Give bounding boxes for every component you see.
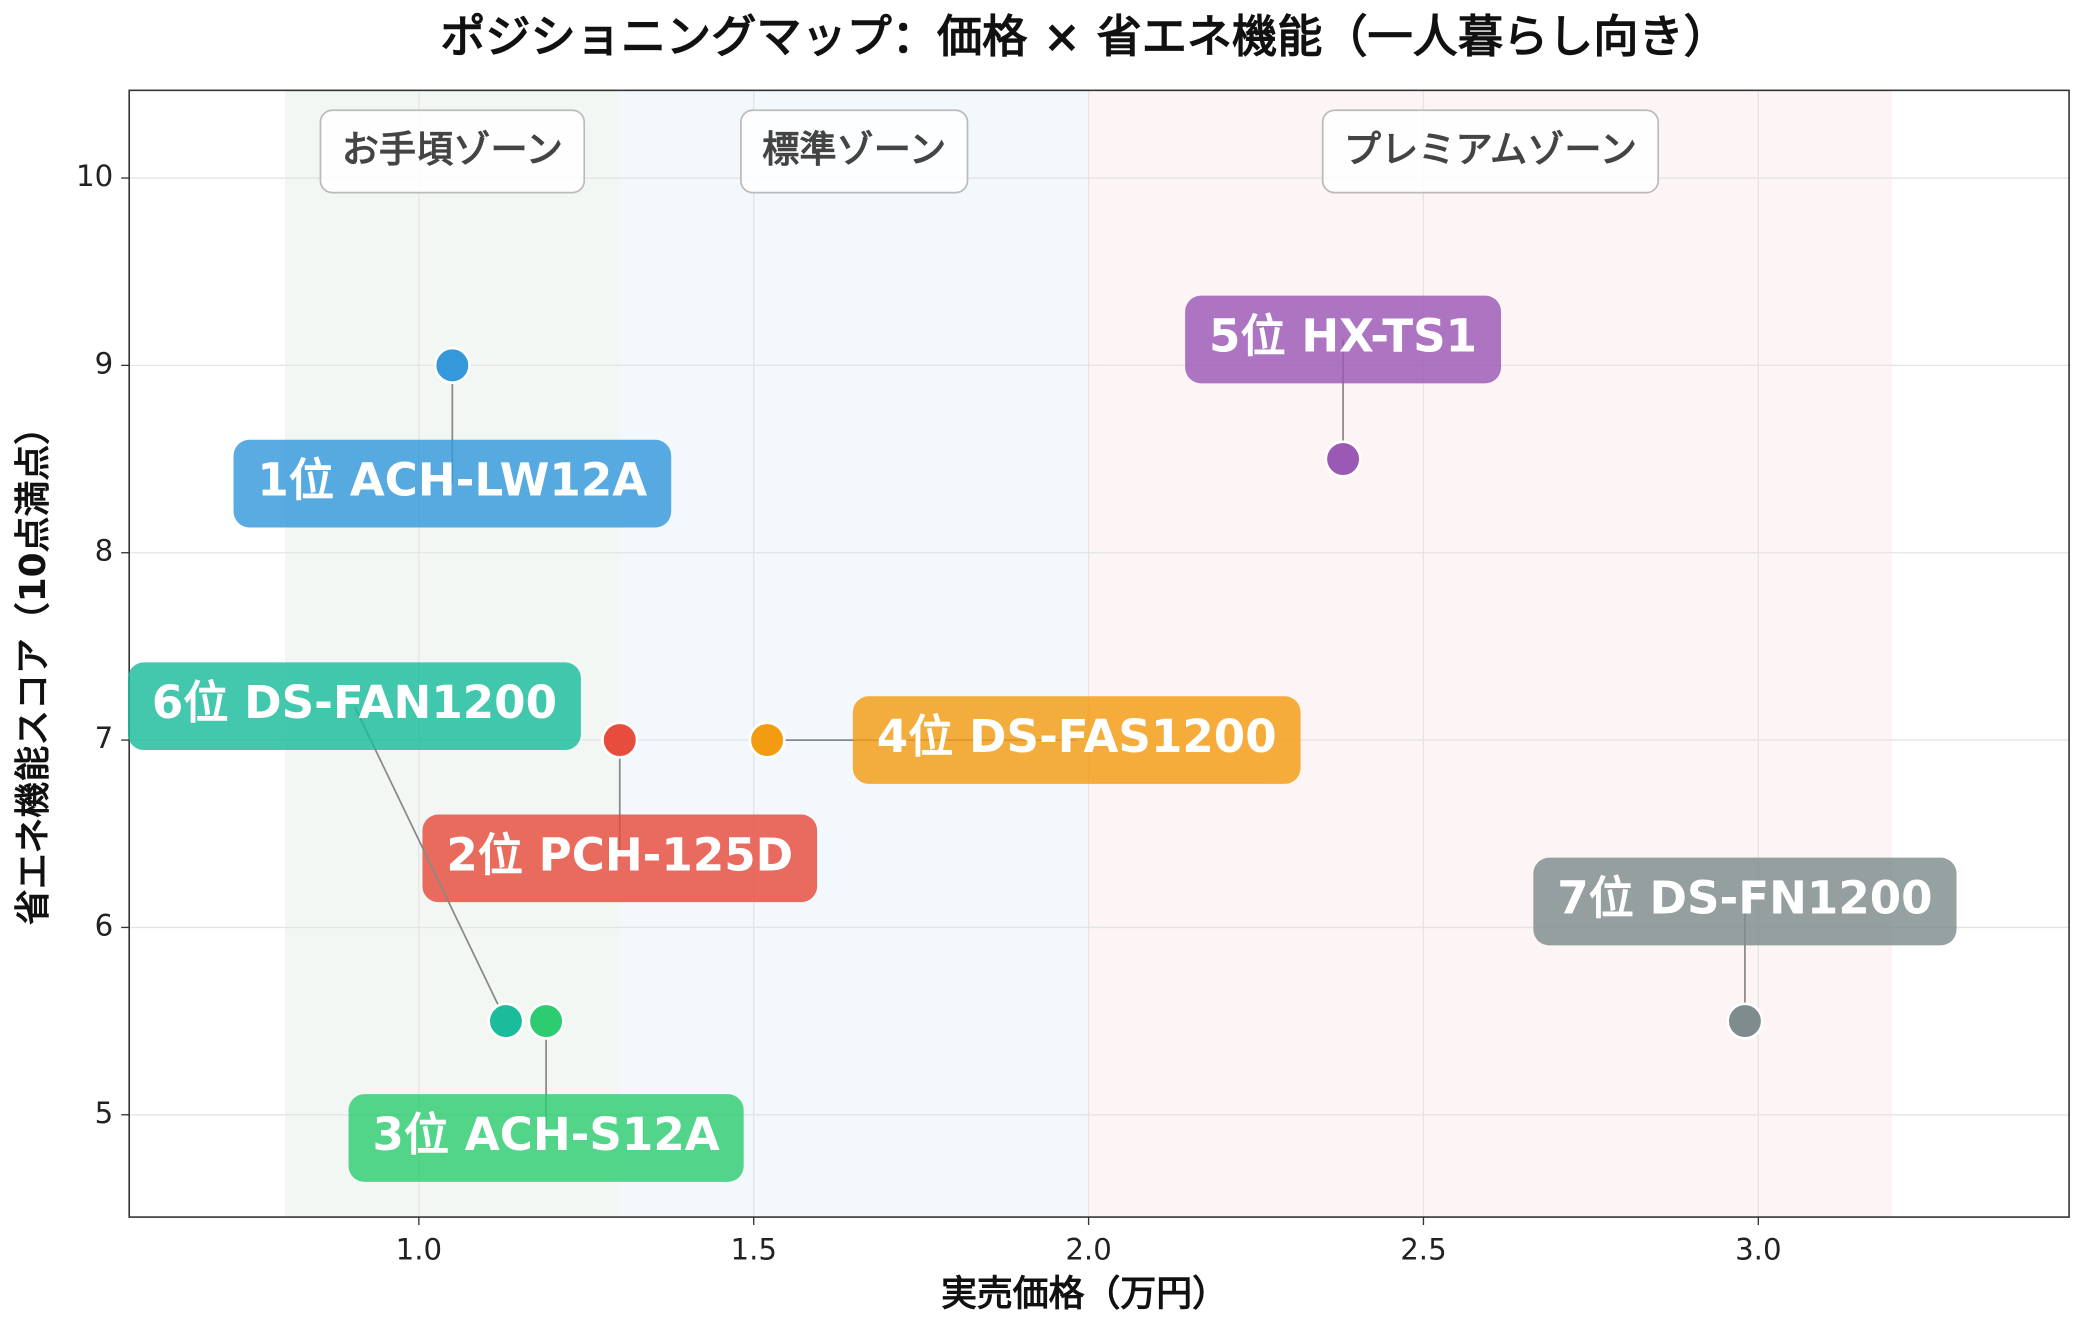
zone-label: 標準ゾーン (762, 127, 946, 171)
data-point (748, 721, 786, 759)
point-label-box (233, 439, 672, 528)
point-label: 1位 ACH-LW12A (257, 454, 647, 507)
point-label: 4位 DS-FAS1200 (877, 710, 1277, 763)
point-label-box (348, 1094, 744, 1182)
x-tick-label: 2.0 (1065, 1233, 1111, 1267)
point-label: 3位 ACH-S12A (372, 1108, 719, 1161)
point-label-box (422, 814, 818, 903)
zone-band (1088, 90, 1893, 1218)
axes-frame (128, 89, 2070, 1218)
chart-title: ポジショニングマップ：価格 × 省エネ機能（一人暮らし向き） (440, 10, 1729, 63)
y-tick-label: 9 (95, 346, 114, 380)
x-tick-label: 1.0 (396, 1233, 442, 1267)
y-tick-label: 10 (76, 159, 113, 193)
point-label-box (1533, 857, 1957, 946)
x-tick-label: 3.0 (1735, 1233, 1781, 1267)
x-tick-label: 1.5 (730, 1233, 776, 1267)
point-label-box (127, 662, 581, 751)
point-label: 6位 DS-FAN1200 (152, 676, 557, 729)
data-point (1324, 440, 1362, 478)
zone-band (619, 90, 1089, 1218)
zone-label: お手頃ゾーン (342, 127, 563, 171)
zone-label-box (740, 109, 969, 194)
data-point (433, 346, 471, 384)
point-label: 2位 PCH-125D (446, 828, 793, 881)
point-label: 7位 DS-FN1200 (1557, 872, 1932, 925)
y-tick-label: 6 (95, 908, 114, 942)
point-label-box (852, 696, 1301, 784)
y-axis-label: 省エネ機能スコア（10点満点） (13, 409, 54, 925)
y-tick-label: 5 (95, 1096, 114, 1130)
x-tick-label: 2.5 (1400, 1233, 1446, 1267)
x-axis-label: 実売価格（万円） (941, 1273, 1228, 1314)
y-tick-label: 7 (95, 721, 114, 755)
zone-label: プレミアムゾーン (1344, 127, 1637, 171)
zone-band (284, 90, 620, 1218)
data-point (527, 1002, 565, 1040)
data-point (1726, 1002, 1764, 1040)
y-tick-label: 8 (95, 534, 114, 568)
point-label-box (1185, 295, 1502, 384)
data-point (487, 1002, 525, 1040)
point-label: 5位 HX-TS1 (1209, 309, 1477, 362)
zone-label-box (319, 109, 586, 194)
data-point (601, 721, 639, 759)
callout-line (353, 705, 507, 1022)
zone-label-box (1321, 109, 1660, 194)
